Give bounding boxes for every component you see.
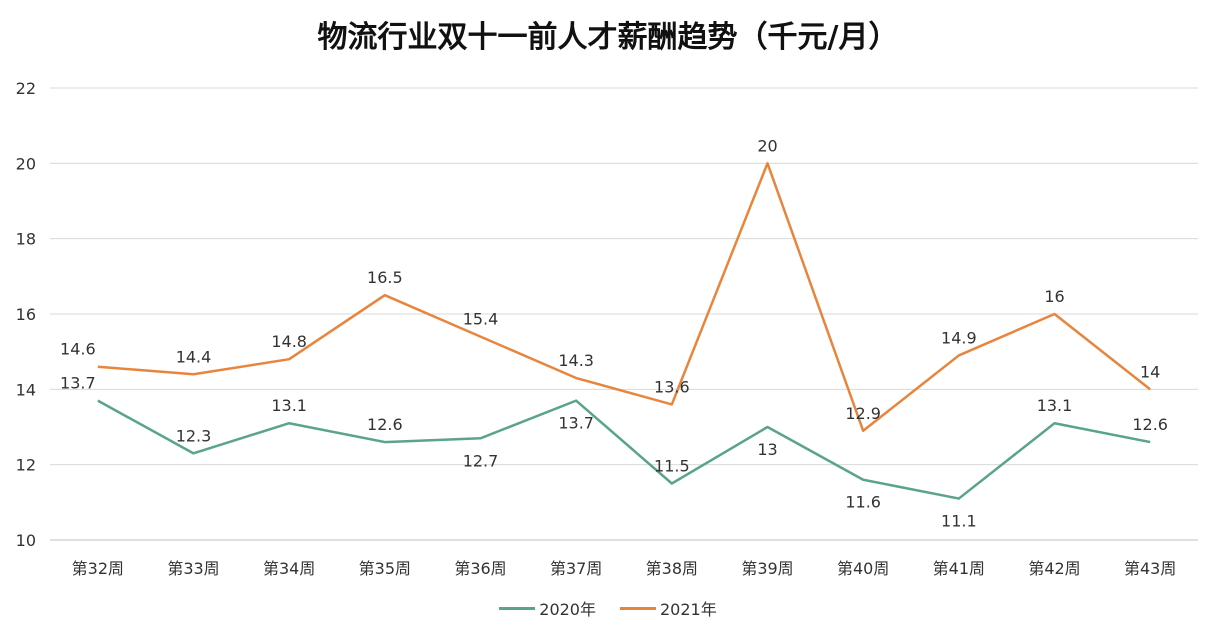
legend: 2020年 2021年: [0, 596, 1216, 620]
data-label: 12.6: [367, 415, 403, 434]
x-tick-label: 第36周: [454, 559, 506, 578]
x-tick-label: 第40周: [837, 559, 889, 578]
data-label: 14.8: [271, 332, 307, 351]
x-tick-label: 第41周: [933, 559, 985, 578]
data-label: 13: [757, 440, 777, 459]
x-tick-label: 第34周: [263, 559, 315, 578]
legend-item-2021: 2021年: [620, 596, 717, 620]
data-label: 16.5: [367, 268, 403, 287]
chart-title: 物流行业双十一前人才薪酬趋势（千元/月）: [317, 20, 899, 55]
x-tick-label: 第32周: [72, 559, 124, 578]
data-label: 11.6: [845, 493, 881, 512]
series-line-2020年: [97, 399, 1151, 500]
data-label: 12.3: [176, 426, 212, 445]
legend-swatch: [620, 606, 656, 610]
data-label: 13.1: [1037, 396, 1073, 415]
data-label: 11.1: [941, 512, 977, 531]
data-label: 14.4: [176, 347, 212, 366]
data-label: 12.7: [463, 451, 499, 470]
legend-swatch: [499, 606, 536, 610]
data-label: 12.9: [845, 404, 881, 423]
data-label: 13.1: [271, 396, 307, 415]
data-label: 14.6: [60, 340, 96, 359]
x-tick-label: 第39周: [741, 559, 793, 578]
legend-label: 2021年: [660, 600, 717, 619]
x-tick-label: 第38周: [646, 559, 698, 578]
x-tick-label: 第35周: [359, 559, 411, 578]
y-tick-label: 22: [16, 79, 36, 98]
x-tick-label: 第42周: [1028, 559, 1080, 578]
legend-item-2020: 2020年: [499, 596, 596, 620]
data-label: 11.5: [654, 457, 690, 476]
data-label: 16: [1044, 287, 1064, 306]
x-tick-label: 第37周: [550, 559, 602, 578]
legend-label: 2020年: [539, 600, 596, 619]
x-tick-label: 第33周: [167, 559, 219, 578]
y-tick-label: 10: [16, 531, 36, 550]
y-tick-label: 16: [16, 305, 36, 324]
data-label: 13.6: [654, 377, 690, 396]
y-tick-label: 12: [16, 456, 36, 475]
y-tick-label: 14: [16, 380, 36, 399]
x-tick-label: 第43周: [1124, 559, 1176, 578]
data-label: 14: [1140, 362, 1160, 381]
data-label: 14.9: [941, 328, 977, 347]
series-line-2021年: [97, 162, 1151, 433]
data-label: 13.7: [60, 374, 96, 393]
data-label: 12.6: [1132, 415, 1168, 434]
data-label: 20: [757, 136, 777, 155]
data-label: 14.3: [558, 351, 594, 370]
y-tick-label: 18: [16, 230, 36, 249]
data-label: 15.4: [463, 310, 499, 329]
y-tick-label: 20: [16, 154, 36, 173]
data-label: 13.7: [558, 414, 594, 433]
